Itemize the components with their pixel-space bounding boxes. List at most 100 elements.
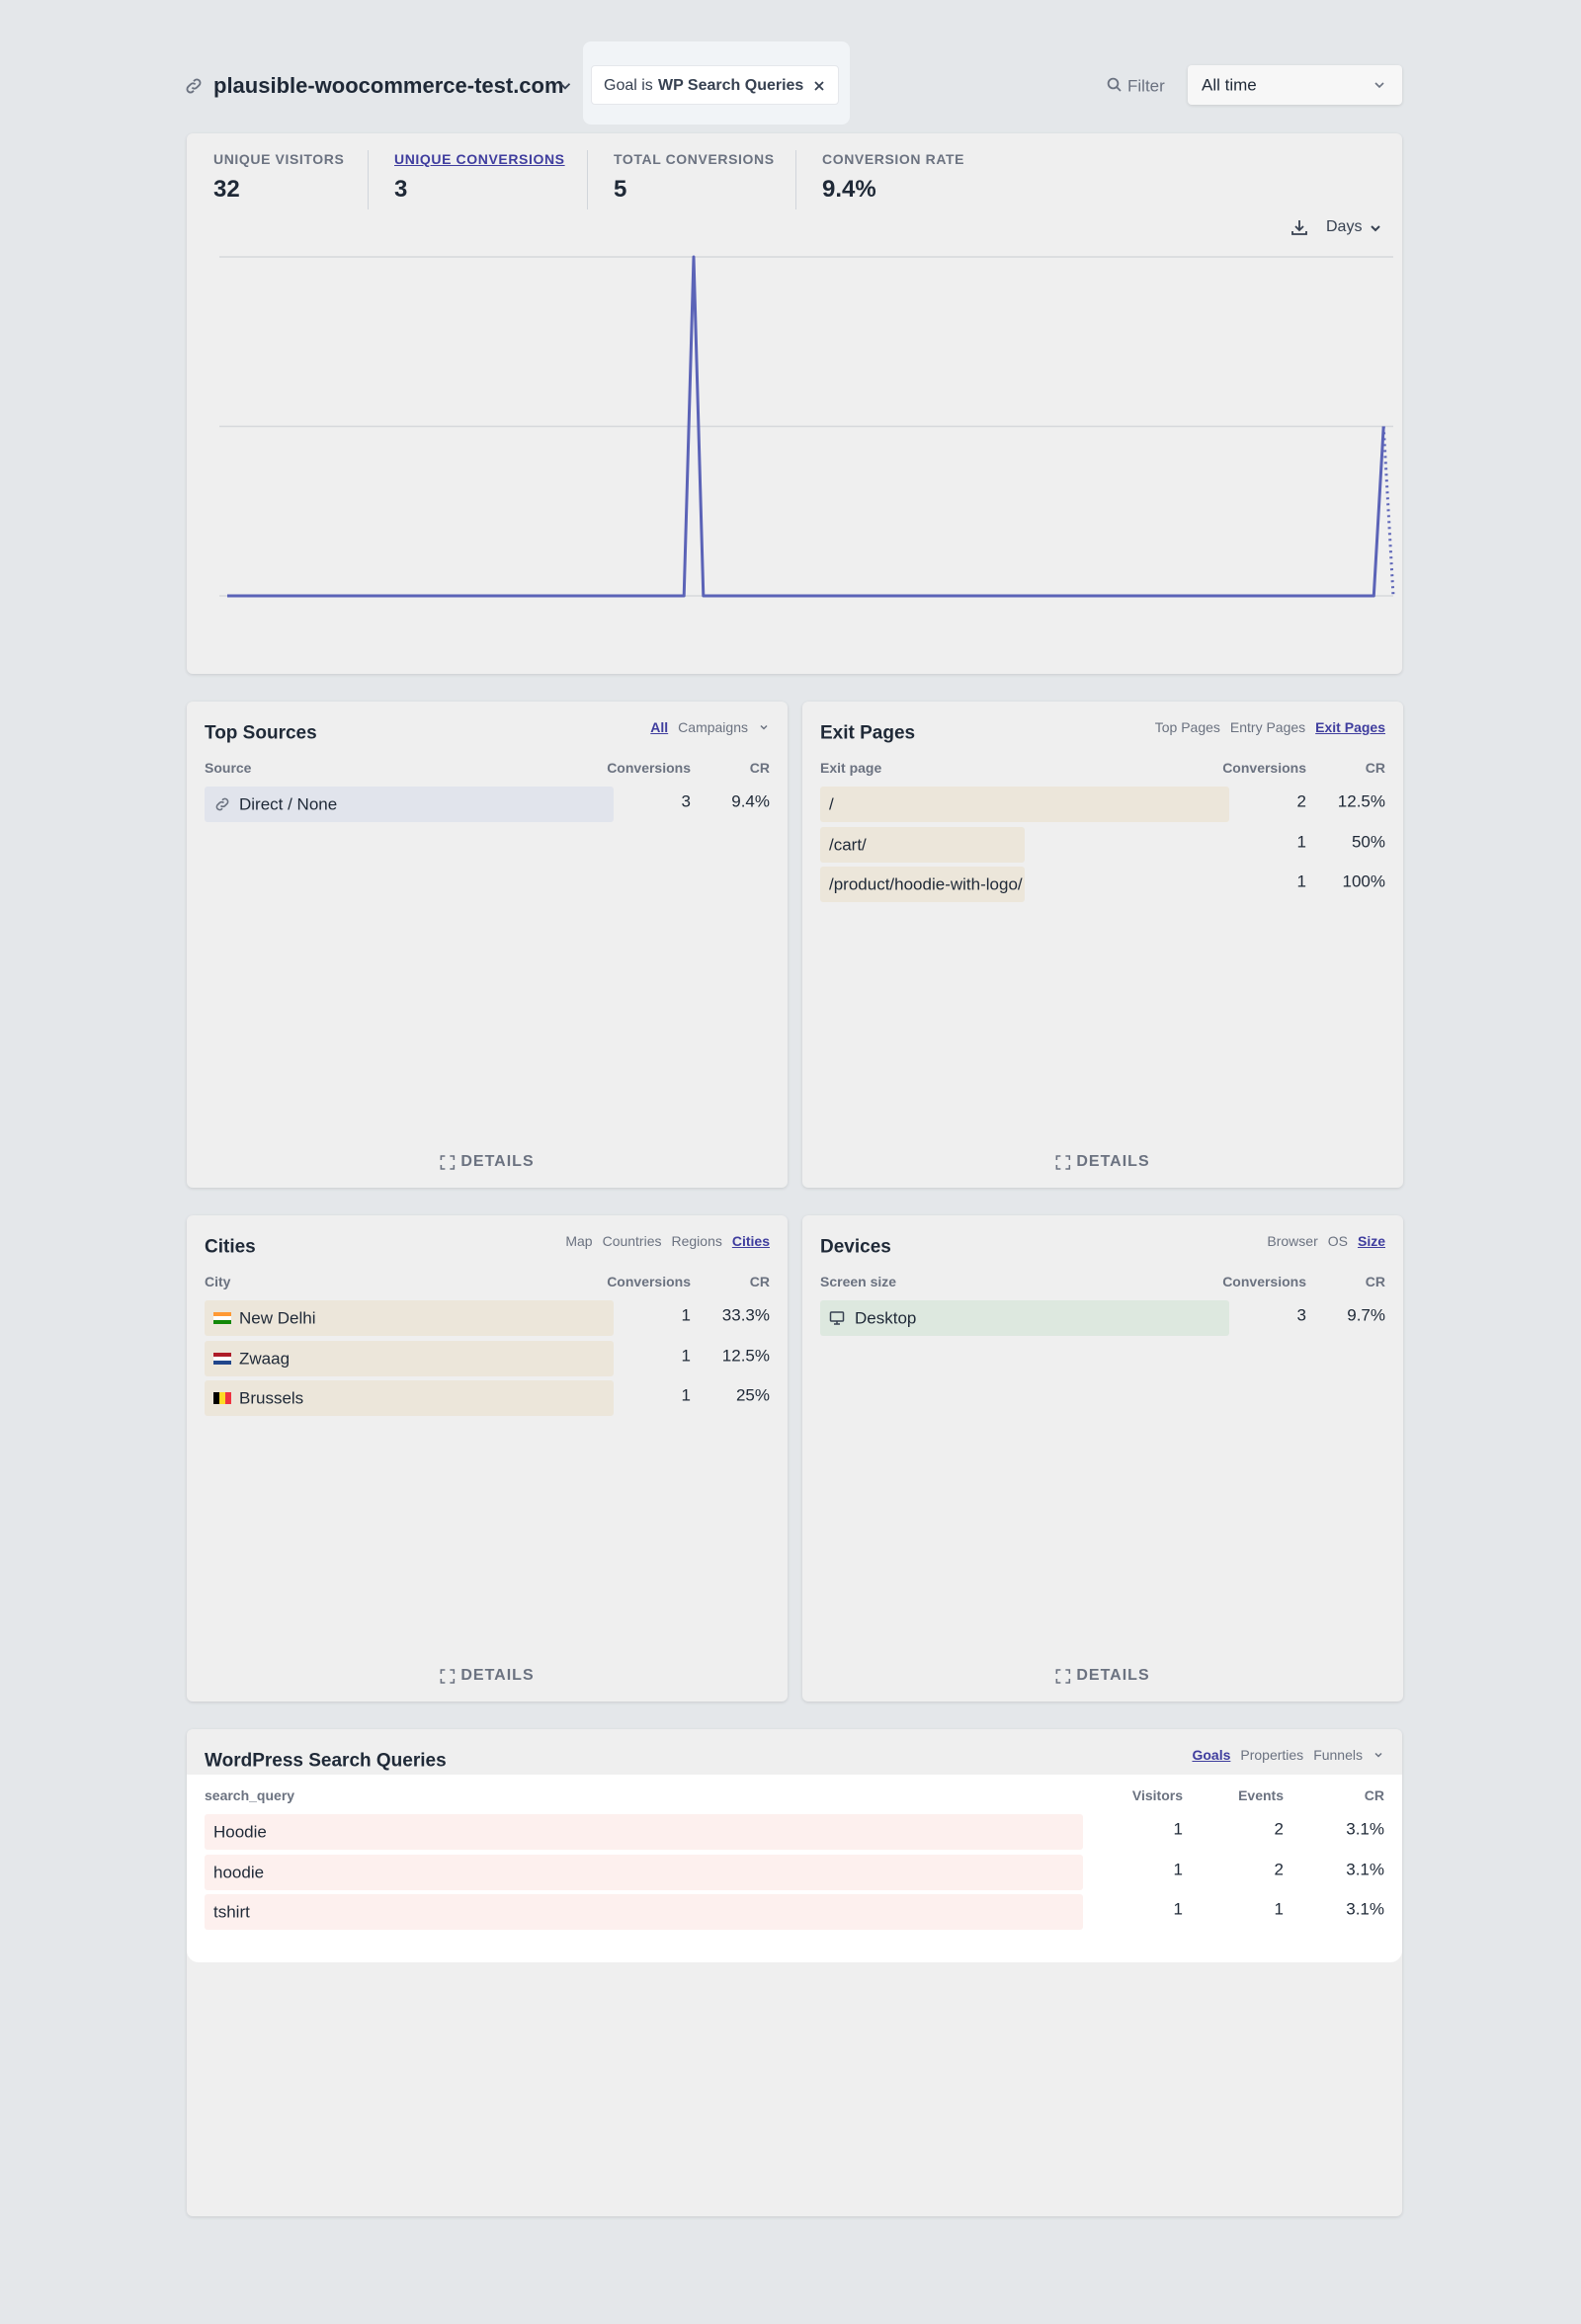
icon-part <box>225 1392 231 1404</box>
panel: Top Sources All Campaigns Source Conversions… <box>187 702 788 1188</box>
row-label[interactable]: New Delhi <box>239 1308 316 1328</box>
panel: Devices Browser OS Size Screen size Conversio… <box>802 1215 1403 1702</box>
filter-icon[interactable] <box>1106 76 1123 94</box>
icon-part <box>191 78 202 90</box>
period-chevron <box>1374 82 1384 89</box>
row-label[interactable]: Zwaag <box>239 1349 291 1368</box>
column-header: Conversions <box>1222 760 1306 776</box>
panel-tab[interactable]: Properties <box>1240 1747 1304 1763</box>
filter-pill[interactable]: Goal is WP Search Queries <box>591 65 839 105</box>
metric-divider <box>368 150 369 209</box>
panel-tab[interactable]: Regions <box>671 1233 722 1249</box>
icon-part <box>219 1392 225 1404</box>
row-bar <box>205 1814 1083 1850</box>
icon-part <box>440 1668 456 1684</box>
panel-tab[interactable]: Size <box>1357 1233 1385 1249</box>
filter-remove[interactable] <box>813 80 825 92</box>
panel-tab[interactable]: OS <box>1327 1233 1348 1249</box>
panel-tab[interactable]: Cities <box>731 1233 770 1249</box>
column-header: City <box>205 1274 231 1289</box>
icon-part <box>1374 82 1384 89</box>
panel-tabs: All Campaigns <box>650 720 770 734</box>
panel-tab[interactable]: Goals <box>1192 1747 1231 1763</box>
interval-picker[interactable]: Days <box>1326 218 1363 235</box>
icon-part <box>1055 1668 1071 1684</box>
line-chart <box>219 255 1395 598</box>
details-button[interactable]: DETAILS <box>1055 1154 1149 1170</box>
icon-part <box>213 1316 231 1320</box>
icon-part <box>760 724 768 730</box>
row-label[interactable]: Direct / None <box>239 794 338 814</box>
row-value: 3 <box>681 791 691 811</box>
panel-tab[interactable]: Countries <box>602 1233 662 1249</box>
flag-icon <box>213 1392 231 1404</box>
metric-label[interactable]: CONVERSION RATE <box>822 151 965 167</box>
panel-tab[interactable]: Entry Pages <box>1229 719 1306 735</box>
column-header: Source <box>205 760 252 776</box>
panel-tabs: Goals Properties Funnels <box>1192 1748 1384 1762</box>
filter-prefix: Goal is <box>604 77 653 94</box>
column-header: search_query <box>205 1787 295 1803</box>
column-header: Conversions <box>607 1274 691 1289</box>
row-label[interactable]: Desktop <box>855 1308 917 1328</box>
row-label[interactable]: /product/hoodie-with-logo/ <box>829 874 1023 894</box>
row-label[interactable]: Hoodie <box>213 1822 267 1842</box>
icon-part <box>215 797 229 811</box>
column-header: Conversions <box>1222 1274 1306 1289</box>
details-icon <box>1055 1154 1071 1170</box>
row-label[interactable]: hoodie <box>213 1863 265 1881</box>
icon-part <box>1291 220 1307 235</box>
row-value: 1 <box>1173 1860 1183 1878</box>
panel-tab[interactable]: Funnels <box>1313 1747 1363 1763</box>
metric-label[interactable]: UNIQUE CONVERSIONS <box>394 151 565 167</box>
panel: Exit Pages Top Pages Entry Pages Exit Pages… <box>802 702 1403 1188</box>
tab-chevron[interactable] <box>1373 1749 1384 1761</box>
site-icon <box>186 78 202 94</box>
row-bar <box>820 787 1229 822</box>
panel-tab[interactable]: Exit Pages <box>1315 719 1385 735</box>
icon-part <box>1116 86 1122 92</box>
row-value: 1 <box>681 1346 691 1365</box>
interval-chevron <box>1371 225 1380 232</box>
row-bar <box>820 867 1025 902</box>
metric-divider <box>795 150 796 209</box>
tab-chevron[interactable] <box>758 721 770 733</box>
details-icon <box>440 1154 456 1170</box>
panel-title: Top Sources <box>205 722 317 744</box>
panel-tab[interactable]: All <box>650 719 669 735</box>
column-header: Visitors <box>1131 1787 1183 1803</box>
row-value: 2 <box>1274 1819 1284 1839</box>
row-label[interactable]: Brussels <box>239 1388 304 1408</box>
period-picker[interactable]: All time <box>1188 65 1402 105</box>
column-header: Exit page <box>820 760 882 776</box>
site-chevron[interactable] <box>556 77 574 95</box>
row-value: 50% <box>1351 832 1385 851</box>
row-bar <box>205 1380 614 1416</box>
metric-label[interactable]: TOTAL CONVERSIONS <box>614 151 775 167</box>
column-header: CR <box>749 760 770 776</box>
icon-part <box>1374 1752 1382 1758</box>
filter-button[interactable]: Filter <box>1127 76 1165 96</box>
row-label[interactable]: tshirt <box>213 1902 250 1922</box>
row-value: 1 <box>1173 1899 1183 1919</box>
panel-tab[interactable]: Campaigns <box>678 719 748 735</box>
details-button[interactable]: DETAILS <box>440 1668 534 1684</box>
row-label[interactable]: /cart/ <box>829 835 867 854</box>
panel-tab[interactable]: Browser <box>1267 1233 1318 1249</box>
details-button[interactable]: DETAILS <box>440 1154 534 1170</box>
details-label: DETAILS <box>1076 1153 1150 1170</box>
row-value: 2 <box>1274 1860 1284 1878</box>
icon-part <box>213 1352 231 1357</box>
site-name[interactable]: plausible-woocommerce-test.com <box>213 73 564 98</box>
metric-label[interactable]: UNIQUE VISITORS <box>213 151 345 167</box>
panel-tab[interactable]: Map <box>565 1233 593 1249</box>
panel-tabs: Browser OS Size <box>1267 1234 1385 1248</box>
metric-value: 9.4% <box>822 176 876 203</box>
details-button[interactable]: DETAILS <box>1055 1668 1149 1684</box>
panel-tab[interactable]: Top Pages <box>1154 719 1220 735</box>
row-label[interactable]: / <box>829 794 834 814</box>
row-bar <box>205 1300 614 1336</box>
column-header: Events <box>1238 1787 1284 1803</box>
row-value: 100% <box>1342 872 1385 891</box>
